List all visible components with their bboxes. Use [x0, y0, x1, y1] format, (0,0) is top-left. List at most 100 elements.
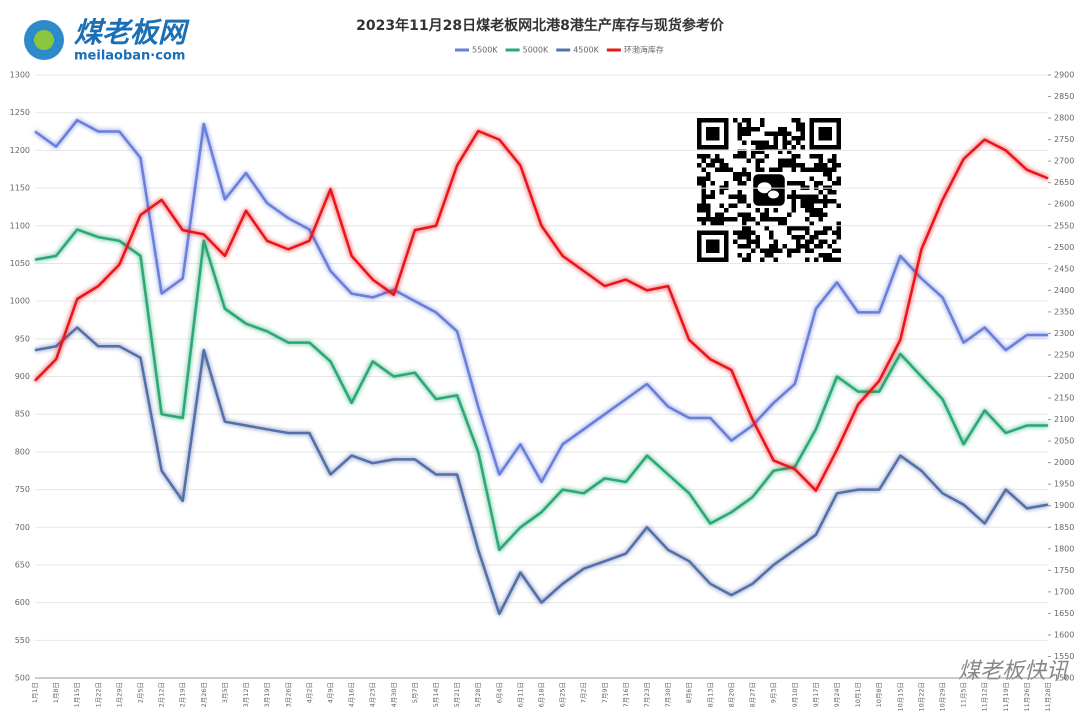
legend-label: 4500K: [573, 46, 599, 55]
qr-cell: [782, 131, 787, 136]
qr-cell: [782, 163, 787, 168]
qr-cell: [809, 221, 814, 226]
qr-cell: [746, 257, 751, 262]
qr-cell: [755, 140, 760, 145]
qr-cell: [746, 131, 751, 136]
x-tick-label: 6月4日: [495, 682, 503, 703]
qr-cell: [827, 199, 832, 204]
x-tick-label: 3月19日: [263, 682, 271, 707]
x-tick-label: 10月29日: [938, 682, 946, 712]
x-tick-label: 4月16日: [348, 682, 356, 707]
qr-cell: [701, 176, 706, 181]
qr-cell: [791, 163, 796, 168]
qr-cell: [760, 145, 765, 150]
qr-cell: [746, 217, 751, 222]
qr-cell: [697, 176, 702, 181]
y2-tick-label: 1550: [1054, 652, 1074, 661]
qr-cell: [836, 221, 841, 226]
qr-cell: [742, 131, 747, 136]
qr-cell: [715, 212, 720, 217]
qr-cell: [805, 217, 810, 222]
y-tick-label: 1200: [10, 146, 30, 155]
qr-cell: [701, 194, 706, 199]
qr-cell: [778, 167, 783, 172]
qr-cell: [724, 208, 729, 213]
x-tick-label: 7月23日: [643, 682, 651, 707]
qr-cell: [805, 248, 810, 253]
y2-tick-label: 1850: [1054, 523, 1074, 532]
x-tick-label: 4月9日: [326, 682, 334, 703]
y2-tick-label: 2300: [1054, 329, 1074, 338]
qr-cell: [773, 145, 778, 150]
qr-cell: [800, 226, 805, 231]
qr-cell: [787, 149, 792, 154]
qr-cell: [728, 194, 733, 199]
x-tick-label: 5月14日: [432, 682, 440, 707]
qr-cell: [764, 208, 769, 213]
qr-cell: [710, 217, 715, 222]
qr-cell: [742, 212, 747, 217]
qr-cell: [733, 194, 738, 199]
qr-cell: [796, 163, 801, 168]
qr-cell: [782, 127, 787, 132]
qr-cell: [715, 154, 720, 159]
qr-cell: [737, 136, 742, 141]
qr-cell: [733, 176, 738, 181]
qr-cell: [751, 140, 756, 145]
qr-cell: [805, 239, 810, 244]
qr-cell: [836, 181, 841, 186]
qr-cell: [836, 235, 841, 240]
qr-code: [693, 114, 845, 266]
qr-cell: [737, 190, 742, 195]
qr-cell: [733, 172, 738, 177]
qr-cell: [782, 158, 787, 163]
qr-cell: [733, 118, 738, 123]
qr-cell: [827, 167, 832, 172]
series-line: [34, 326, 1049, 616]
qr-cell: [814, 208, 819, 213]
qr-cell: [769, 235, 774, 240]
y-tick-label: 1000: [10, 297, 30, 306]
qr-cell: [832, 154, 837, 159]
qr-cell: [814, 163, 819, 168]
qr-cell: [818, 167, 823, 172]
qr-cell: [760, 158, 765, 163]
qr-cell: [818, 199, 823, 204]
qr-cell: [760, 217, 765, 222]
qr-cell: [800, 163, 805, 168]
qr-cell: [760, 118, 765, 123]
qr-cell: [796, 248, 801, 253]
qr-cell: [809, 194, 814, 199]
qr-cell: [773, 140, 778, 145]
qr-cell: [791, 203, 796, 208]
qr-cell: [791, 208, 796, 213]
qr-cell: [724, 217, 729, 222]
qr-cell: [800, 127, 805, 132]
qr-cell: [719, 203, 724, 208]
y-tick-label: 950: [15, 334, 30, 343]
qr-cell: [706, 172, 711, 177]
qr-cell: [791, 226, 796, 231]
qr-cell: [742, 226, 747, 231]
y2-tick-label: 2500: [1054, 243, 1074, 252]
qr-cell: [791, 248, 796, 253]
qr-cell: [737, 253, 742, 258]
qr-cell: [733, 203, 738, 208]
qr-cell: [827, 253, 832, 258]
qr-cell: [746, 122, 751, 127]
x-tick-label: 1月29日: [115, 682, 123, 707]
qr-cell: [796, 194, 801, 199]
qr-cell: [755, 208, 760, 213]
qr-cell: [742, 244, 747, 249]
qr-cell: [818, 158, 823, 163]
x-tick-label: 4月23日: [369, 682, 377, 707]
qr-cell: [751, 149, 756, 154]
qr-cell: [755, 239, 760, 244]
x-tick-label: 3月26日: [284, 682, 292, 707]
qr-cell: [719, 167, 724, 172]
qr-cell: [710, 181, 715, 186]
qr-cell: [791, 194, 796, 199]
qr-cell: [701, 199, 706, 204]
y-tick-label: 500: [15, 674, 30, 683]
